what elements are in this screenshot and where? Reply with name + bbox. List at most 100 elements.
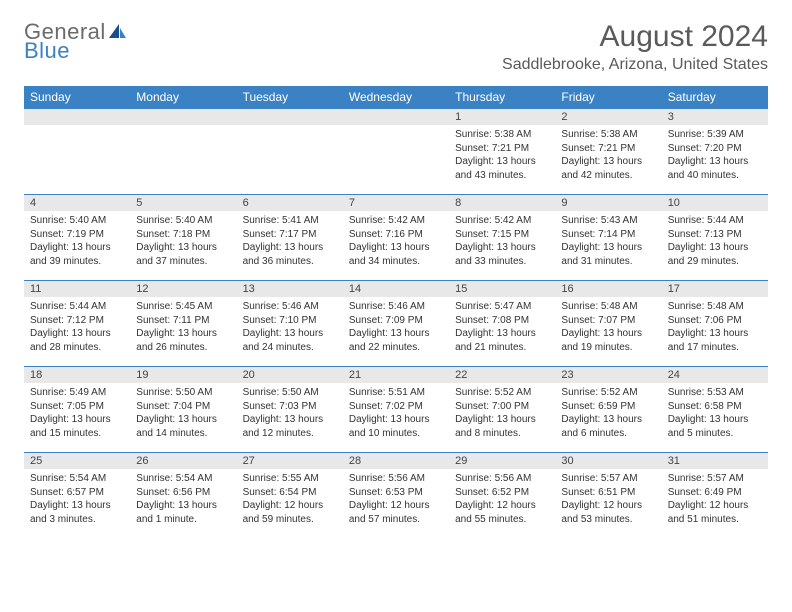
logo-sail-icon xyxy=(108,23,128,39)
day-details: Sunrise: 5:52 AMSunset: 6:59 PMDaylight:… xyxy=(555,383,661,446)
daylight-text: Daylight: 13 hours and 24 minutes. xyxy=(243,327,337,354)
daylight-text: Daylight: 13 hours and 28 minutes. xyxy=(30,327,124,354)
sunset-text: Sunset: 7:16 PM xyxy=(349,228,443,242)
calendar-row: 4Sunrise: 5:40 AMSunset: 7:19 PMDaylight… xyxy=(24,195,768,281)
sunrise-text: Sunrise: 5:54 AM xyxy=(136,472,230,486)
calendar-cell: 6Sunrise: 5:41 AMSunset: 7:17 PMDaylight… xyxy=(237,195,343,281)
sunset-text: Sunset: 7:10 PM xyxy=(243,314,337,328)
sunset-text: Sunset: 7:14 PM xyxy=(561,228,655,242)
sunrise-text: Sunrise: 5:43 AM xyxy=(561,214,655,228)
sunset-text: Sunset: 6:51 PM xyxy=(561,486,655,500)
day-number: 31 xyxy=(662,453,768,469)
day-details: Sunrise: 5:43 AMSunset: 7:14 PMDaylight:… xyxy=(555,211,661,274)
sunset-text: Sunset: 7:09 PM xyxy=(349,314,443,328)
daylight-text: Daylight: 13 hours and 17 minutes. xyxy=(668,327,762,354)
daylight-text: Daylight: 13 hours and 6 minutes. xyxy=(561,413,655,440)
day-number: 28 xyxy=(343,453,449,469)
sunset-text: Sunset: 7:12 PM xyxy=(30,314,124,328)
calendar-cell: 19Sunrise: 5:50 AMSunset: 7:04 PMDayligh… xyxy=(130,367,236,453)
calendar-cell: 9Sunrise: 5:43 AMSunset: 7:14 PMDaylight… xyxy=(555,195,661,281)
day-number: 5 xyxy=(130,195,236,211)
day-number: 23 xyxy=(555,367,661,383)
day-details: Sunrise: 5:42 AMSunset: 7:16 PMDaylight:… xyxy=(343,211,449,274)
calendar-cell: 8 Sunrise: 5:42 AMSunset: 7:15 PMDaylight… xyxy=(449,195,555,281)
day-details: Sunrise: 5:52 AMSunset: 7:00 PMDaylight:… xyxy=(449,383,555,446)
weekday-header: Sunday xyxy=(24,86,130,109)
sunrise-text: Sunrise: 5:54 AM xyxy=(30,472,124,486)
day-number xyxy=(24,109,130,125)
weekday-header: Monday xyxy=(130,86,236,109)
day-number: 16 xyxy=(555,281,661,297)
sunset-text: Sunset: 7:15 PM xyxy=(455,228,549,242)
sunset-text: Sunset: 7:18 PM xyxy=(136,228,230,242)
sunrise-text: Sunrise: 5:46 AM xyxy=(349,300,443,314)
sunrise-text: Sunrise: 5:51 AM xyxy=(349,386,443,400)
sunset-text: Sunset: 6:49 PM xyxy=(668,486,762,500)
sunset-text: Sunset: 6:57 PM xyxy=(30,486,124,500)
calendar-cell: 1Sunrise: 5:38 AMSunset: 7:21 PMDaylight… xyxy=(449,109,555,195)
calendar-cell: 22Sunrise: 5:52 AMSunset: 7:00 PMDayligh… xyxy=(449,367,555,453)
sunrise-text: Sunrise: 5:50 AM xyxy=(243,386,337,400)
day-details: Sunrise: 5:40 AMSunset: 7:19 PMDaylight:… xyxy=(24,211,130,274)
day-details: Sunrise: 5:50 AMSunset: 7:03 PMDaylight:… xyxy=(237,383,343,446)
sunset-text: Sunset: 7:08 PM xyxy=(455,314,549,328)
day-number: 26 xyxy=(130,453,236,469)
day-number: 1 xyxy=(449,109,555,125)
day-number: 22 xyxy=(449,367,555,383)
sunset-text: Sunset: 7:13 PM xyxy=(668,228,762,242)
sunset-text: Sunset: 7:05 PM xyxy=(30,400,124,414)
calendar-cell: 21Sunrise: 5:51 AMSunset: 7:02 PMDayligh… xyxy=(343,367,449,453)
day-number: 11 xyxy=(24,281,130,297)
calendar-cell: 26Sunrise: 5:54 AMSunset: 6:56 PMDayligh… xyxy=(130,453,236,539)
sunrise-text: Sunrise: 5:56 AM xyxy=(455,472,549,486)
weekday-header: Tuesday xyxy=(237,86,343,109)
day-details: Sunrise: 5:48 AMSunset: 7:07 PMDaylight:… xyxy=(555,297,661,360)
sunrise-text: Sunrise: 5:53 AM xyxy=(668,386,762,400)
sunrise-text: Sunrise: 5:52 AM xyxy=(455,386,549,400)
calendar-cell: 30Sunrise: 5:57 AMSunset: 6:51 PMDayligh… xyxy=(555,453,661,539)
calendar-row: 1Sunrise: 5:38 AMSunset: 7:21 PMDaylight… xyxy=(24,109,768,195)
day-number: 27 xyxy=(237,453,343,469)
calendar-cell: 24Sunrise: 5:53 AMSunset: 6:58 PMDayligh… xyxy=(662,367,768,453)
daylight-text: Daylight: 13 hours and 8 minutes. xyxy=(455,413,549,440)
sunset-text: Sunset: 7:11 PM xyxy=(136,314,230,328)
calendar-cell: 11 Sunrise: 5:44 AMSunset: 7:12 PMDayligh… xyxy=(24,281,130,367)
sunset-text: Sunset: 7:06 PM xyxy=(668,314,762,328)
day-number: 19 xyxy=(130,367,236,383)
page-header: GeneralBlue August 2024 Saddlebrooke, Ar… xyxy=(24,20,768,74)
sunset-text: Sunset: 6:58 PM xyxy=(668,400,762,414)
day-number: 8 xyxy=(449,195,555,211)
calendar-cell xyxy=(24,109,130,195)
calendar-cell: 7Sunrise: 5:42 AMSunset: 7:16 PMDaylight… xyxy=(343,195,449,281)
sunset-text: Sunset: 6:53 PM xyxy=(349,486,443,500)
day-number: 4 xyxy=(24,195,130,211)
daylight-text: Daylight: 13 hours and 33 minutes. xyxy=(455,241,549,268)
day-details: Sunrise: 5:54 AMSunset: 6:56 PMDaylight:… xyxy=(130,469,236,532)
day-details: Sunrise: 5:38 AMSunset: 7:21 PMDaylight:… xyxy=(555,125,661,188)
day-details: Sunrise: 5:38 AMSunset: 7:21 PMDaylight:… xyxy=(449,125,555,188)
sunset-text: Sunset: 7:00 PM xyxy=(455,400,549,414)
day-number xyxy=(343,109,449,125)
sunrise-text: Sunrise: 5:40 AM xyxy=(136,214,230,228)
calendar-table: SundayMondayTuesdayWednesdayThursdayFrid… xyxy=(24,86,768,539)
calendar-cell: 23Sunrise: 5:52 AMSunset: 6:59 PMDayligh… xyxy=(555,367,661,453)
sunrise-text: Sunrise: 5:44 AM xyxy=(30,300,124,314)
sunrise-text: Sunrise: 5:42 AM xyxy=(349,214,443,228)
sunset-text: Sunset: 6:54 PM xyxy=(243,486,337,500)
calendar-cell: 3Sunrise: 5:39 AMSunset: 7:20 PMDaylight… xyxy=(662,109,768,195)
weekday-header: Wednesday xyxy=(343,86,449,109)
calendar-head: SundayMondayTuesdayWednesdayThursdayFrid… xyxy=(24,86,768,109)
day-details: Sunrise: 5:46 AMSunset: 7:09 PMDaylight:… xyxy=(343,297,449,360)
calendar-cell: 27Sunrise: 5:55 AMSunset: 6:54 PMDayligh… xyxy=(237,453,343,539)
sunrise-text: Sunrise: 5:42 AM xyxy=(455,214,549,228)
calendar-cell: 12Sunrise: 5:45 AMSunset: 7:11 PMDayligh… xyxy=(130,281,236,367)
daylight-text: Daylight: 13 hours and 39 minutes. xyxy=(30,241,124,268)
calendar-cell: 29Sunrise: 5:56 AMSunset: 6:52 PMDayligh… xyxy=(449,453,555,539)
calendar-body: 1Sunrise: 5:38 AMSunset: 7:21 PMDaylight… xyxy=(24,109,768,539)
day-number: 14 xyxy=(343,281,449,297)
calendar-cell: 28Sunrise: 5:56 AMSunset: 6:53 PMDayligh… xyxy=(343,453,449,539)
day-details: Sunrise: 5:54 AMSunset: 6:57 PMDaylight:… xyxy=(24,469,130,532)
calendar-cell xyxy=(237,109,343,195)
sunrise-text: Sunrise: 5:50 AM xyxy=(136,386,230,400)
sunrise-text: Sunrise: 5:39 AM xyxy=(668,128,762,142)
